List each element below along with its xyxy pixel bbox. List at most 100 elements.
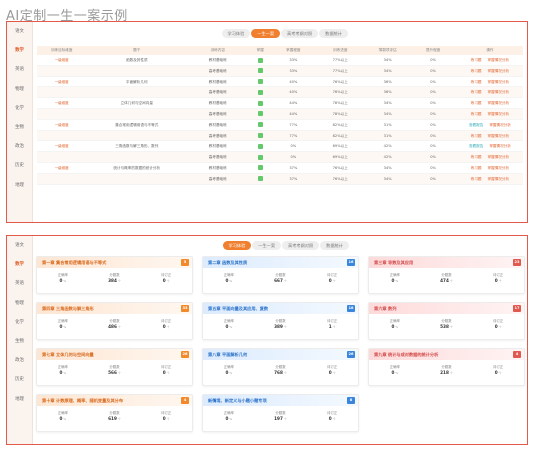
stat-value: 1个 — [328, 324, 336, 329]
stat-item: 分题数 768个 — [255, 364, 307, 375]
chapter-card[interactable]: 第三章 导数及其应用 23 正确率 0% 分题数 474个 待订正 0个 — [368, 256, 525, 294]
stat-unit: 个 — [283, 279, 287, 283]
stat-item: 待订正 0个 — [472, 318, 524, 329]
action-cell: 练习题 掌握情况分析 — [457, 66, 523, 76]
action-link[interactable]: 练习题 — [470, 79, 482, 84]
progress-cell: 33% — [289, 58, 298, 62]
weak-cell: 34% — [383, 58, 392, 62]
action-link[interactable]: 练习题 — [470, 58, 482, 62]
plan-table: 训练目标维度 题干 训练内容 掌握 掌握程度 训练进度 薄弱项评估 提升程度 操作 一级维度 函数… — [37, 46, 523, 185]
stat-label: 待订正 — [327, 273, 338, 277]
stat-label: 分题数 — [275, 411, 286, 415]
stat-label: 正确率 — [389, 319, 400, 323]
sidebar-item-subject[interactable]: 政治 — [15, 358, 24, 364]
content-cell: 高考基础练 — [208, 111, 227, 116]
stat-label: 待订正 — [493, 365, 504, 369]
analysis-link[interactable]: 掌握情况分析 — [487, 101, 510, 106]
chapter-card[interactable]: 第二章 函数及其性质 16 正确率 0% 分题数 667个 待订正 0个 — [202, 256, 359, 294]
analysis-link[interactable]: 掌握情况分析 — [487, 79, 510, 84]
chapter-card[interactable]: 第七章 立体几何与空间向量 26 正确率 0% 分题数 566个 待订正 0个 — [36, 348, 193, 386]
analysis-link[interactable]: 掌握情况分析 — [489, 144, 511, 149]
tab-item[interactable]: 高考考纲对照 — [281, 29, 319, 38]
analysis-link[interactable]: 掌握情况分析 — [487, 165, 510, 170]
stat-unit: % — [63, 417, 67, 421]
action-link[interactable]: 练习题 — [470, 155, 482, 160]
stat-value: 0个 — [328, 370, 336, 375]
action-link[interactable]: 练习题 — [470, 165, 482, 170]
stat-item: 正确率 0% — [37, 364, 89, 375]
chapter-card[interactable]: 新情境、新定义与小题小题专项 8 正确率 0% 分题数 197个 待订正 0个 — [202, 394, 359, 432]
stat-label: 分题数 — [275, 365, 286, 369]
analysis-link[interactable]: 掌握情况分析 — [489, 122, 511, 127]
sidebar-item-subject[interactable]: 语文 — [15, 243, 24, 248]
sidebar-item-subject[interactable]: 生物 — [15, 124, 24, 130]
stat-item: 待订正 0个 — [472, 364, 524, 375]
chapter-card[interactable]: 第六章 数列 17 正确率 0% 分题数 538个 待订正 0个 — [368, 302, 525, 340]
sidebar-item-subject[interactable]: 英语 — [15, 67, 24, 73]
sidebar-item-subject[interactable]: 历史 — [15, 163, 24, 169]
sidebar-item-subject[interactable]: 物理 — [15, 86, 24, 92]
action-link[interactable]: 练习题 — [470, 133, 482, 138]
action-link[interactable]: 查看报告 — [468, 144, 484, 149]
action-cell: 练习题 掌握情况分析 — [457, 109, 523, 119]
action-link[interactable]: 练习题 — [470, 68, 482, 73]
table-row: 一级维度 函数及其性质 教材基础练 33% 77%以上 34% 0% 练习题 掌握情况分析 — [37, 55, 523, 66]
sidebar-item-subject[interactable]: 历史 — [15, 377, 24, 383]
stat-label: 待订正 — [327, 411, 338, 415]
chapter-card[interactable]: 第四章 三角函数与解三角形 33 正确率 0% 分题数 486个 待订正 0个 — [36, 302, 193, 340]
chapter-stats: 正确率 0% 分题数 474个 待订正 0个 — [369, 268, 524, 283]
analysis-link[interactable]: 掌握情况分析 — [487, 68, 510, 73]
sidebar-item-subject[interactable]: 化学 — [15, 319, 24, 325]
improve-cell: 0% — [430, 79, 436, 84]
action-cell: 练习题 掌握情况分析 — [457, 77, 523, 87]
sidebar-item-subject[interactable]: 地理 — [15, 182, 24, 188]
sidebar-item-subject[interactable]: 政治 — [15, 144, 24, 150]
sidebar-item-subject[interactable]: 地理 — [15, 396, 24, 402]
sidebar-item-subject[interactable]: 数学 — [15, 262, 24, 268]
stat-item: 待订正 0个 — [306, 410, 358, 421]
tab-item[interactable]: 高考考纲对照 — [282, 241, 320, 250]
stat-unit: 个 — [117, 371, 121, 375]
stat-unit: 个 — [283, 325, 287, 329]
level-cell: 一级维度 — [54, 101, 69, 106]
tab-item[interactable]: 数据统计 — [320, 241, 349, 250]
analysis-link[interactable]: 掌握情况分析 — [487, 155, 510, 160]
sidebar-item-subject[interactable]: 语文 — [15, 29, 24, 34]
tab-item[interactable]: 学习体验 — [221, 29, 251, 38]
improve-cell: 0% — [430, 122, 436, 127]
chapter-card[interactable]: 第八章 平面解析几何 26 正确率 0% 分题数 768个 待订正 0个 — [202, 348, 359, 386]
tab-item[interactable]: 一生一案 — [252, 241, 282, 250]
sidebar-item-subject[interactable]: 物理 — [15, 300, 24, 306]
stat-item: 正确率 0% — [203, 410, 255, 421]
sidebar-item-subject[interactable]: 英语 — [15, 281, 24, 287]
column-header: 操作 — [486, 48, 494, 52]
chapter-card[interactable]: 第九章 统计与成对数据的统计分析 4 正确率 0% 分题数 218个 待订正 0个 — [368, 348, 525, 386]
chapter-card[interactable]: 第五章 平面向量及其应用、复数 18 正确率 0% 分题数 389个 待订正 1个 — [202, 302, 359, 340]
analysis-link[interactable]: 掌握情况分析 — [487, 111, 510, 116]
sidebar-item-subject[interactable]: 数学 — [15, 48, 24, 54]
analysis-link[interactable]: 掌握情况分析 — [487, 133, 510, 138]
sidebar-item-subject[interactable]: 生物 — [15, 338, 24, 344]
analysis-link[interactable]: 掌握情况分析 — [487, 58, 510, 62]
chapter-card[interactable]: 第十章 计数原理、概率、随机变量及其分布 4 正确率 0% 分题数 619个 待订正 0个 — [36, 394, 193, 432]
stat-value: 566个 — [108, 370, 121, 375]
stat-label: 分题数 — [275, 319, 286, 323]
chapter-title: 第一章 集合常用逻辑用语与不等式 5 — [37, 257, 192, 268]
sidebar-item-subject[interactable]: 化学 — [15, 105, 24, 111]
content-cell: 教材基础练 — [208, 101, 227, 106]
tab-item[interactable]: 数据统计 — [319, 29, 348, 38]
action-link[interactable]: 查看报告 — [468, 122, 484, 127]
action-link[interactable]: 练习题 — [470, 111, 482, 116]
action-link[interactable]: 练习题 — [470, 101, 482, 106]
analysis-link[interactable]: 掌握情况分析 — [487, 176, 510, 181]
chapter-card[interactable]: 第一章 集合常用逻辑用语与不等式 5 正确率 0% 分题数 384个 待订正 0个 — [36, 256, 193, 294]
action-link[interactable]: 练习题 — [470, 90, 482, 95]
plan-panel: 语文数学英语物理化学生物政治历史地理 学习体验 一生一案 高考考纲对照 数据统计 训练… — [6, 21, 528, 223]
question-count-badge: 18 — [346, 305, 355, 312]
analysis-link[interactable]: 掌握情况分析 — [487, 90, 510, 95]
tab-item[interactable]: 一生一案 — [251, 29, 281, 38]
column-header: 训练目标维度 — [50, 48, 73, 52]
action-link[interactable]: 练习题 — [470, 176, 482, 181]
chapter-stats: 正确率 0% 分题数 486个 待订正 0个 — [37, 314, 192, 329]
tab-item[interactable]: 学习体验 — [222, 241, 252, 250]
